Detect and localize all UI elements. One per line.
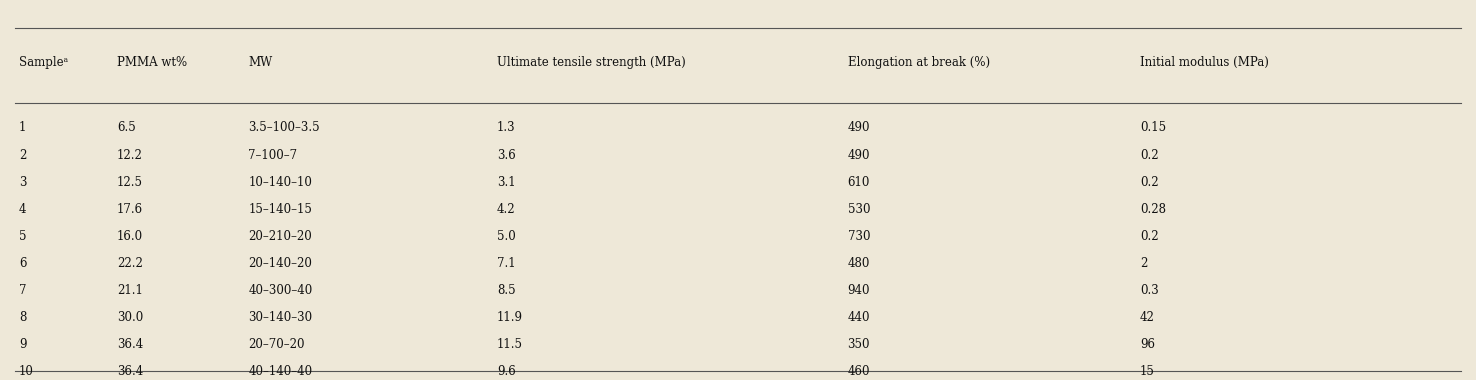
Text: 8: 8: [19, 311, 27, 324]
Text: 3.1: 3.1: [497, 176, 515, 188]
Text: 1.3: 1.3: [497, 122, 515, 135]
Text: 7.1: 7.1: [497, 257, 515, 270]
Text: 460: 460: [847, 365, 869, 378]
Text: 96: 96: [1139, 338, 1154, 351]
Text: 6.5: 6.5: [117, 122, 136, 135]
Text: 10–140–10: 10–140–10: [248, 176, 313, 188]
Text: 0.2: 0.2: [1139, 230, 1159, 243]
Text: 30.0: 30.0: [117, 311, 143, 324]
Text: 0.28: 0.28: [1139, 203, 1166, 216]
Text: 16.0: 16.0: [117, 230, 143, 243]
Text: Initial modulus (MPa): Initial modulus (MPa): [1139, 55, 1269, 69]
Text: 0.15: 0.15: [1139, 122, 1166, 135]
Text: MW: MW: [248, 55, 273, 69]
Text: 9.6: 9.6: [497, 365, 515, 378]
Text: 2: 2: [1139, 257, 1147, 270]
Text: 350: 350: [847, 338, 869, 351]
Text: 20–140–20: 20–140–20: [248, 257, 313, 270]
Text: PMMA wt%: PMMA wt%: [117, 55, 187, 69]
Text: 440: 440: [847, 311, 869, 324]
Text: 40–140–40: 40–140–40: [248, 365, 313, 378]
Text: 8.5: 8.5: [497, 284, 515, 297]
Text: 20–210–20: 20–210–20: [248, 230, 313, 243]
Text: 490: 490: [847, 122, 869, 135]
Text: 9: 9: [19, 338, 27, 351]
Text: 11.9: 11.9: [497, 311, 523, 324]
Text: 42: 42: [1139, 311, 1154, 324]
Text: 36.4: 36.4: [117, 365, 143, 378]
Text: 0.3: 0.3: [1139, 284, 1159, 297]
Text: Ultimate tensile strength (MPa): Ultimate tensile strength (MPa): [497, 55, 686, 69]
Text: 21.1: 21.1: [117, 284, 143, 297]
Text: 530: 530: [847, 203, 869, 216]
Text: Sampleᵃ: Sampleᵃ: [19, 55, 68, 69]
Text: 20–70–20: 20–70–20: [248, 338, 306, 351]
Text: 36.4: 36.4: [117, 338, 143, 351]
Text: 5.0: 5.0: [497, 230, 515, 243]
Text: 30–140–30: 30–140–30: [248, 311, 313, 324]
Text: 15–140–15: 15–140–15: [248, 203, 313, 216]
Text: 3: 3: [19, 176, 27, 188]
Text: 12.5: 12.5: [117, 176, 143, 188]
Text: 12.2: 12.2: [117, 149, 143, 162]
Text: 610: 610: [847, 176, 869, 188]
Text: 4: 4: [19, 203, 27, 216]
Text: 40–300–40: 40–300–40: [248, 284, 313, 297]
Text: 3.5–100–3.5: 3.5–100–3.5: [248, 122, 320, 135]
Text: 5: 5: [19, 230, 27, 243]
Text: 7: 7: [19, 284, 27, 297]
Text: 22.2: 22.2: [117, 257, 143, 270]
Text: 940: 940: [847, 284, 869, 297]
Text: 0.2: 0.2: [1139, 176, 1159, 188]
Text: 3.6: 3.6: [497, 149, 515, 162]
Text: 490: 490: [847, 149, 869, 162]
Text: 7–100–7: 7–100–7: [248, 149, 298, 162]
Text: 11.5: 11.5: [497, 338, 523, 351]
Text: 15: 15: [1139, 365, 1154, 378]
Text: 2: 2: [19, 149, 27, 162]
Text: 4.2: 4.2: [497, 203, 515, 216]
Text: 17.6: 17.6: [117, 203, 143, 216]
Text: 730: 730: [847, 230, 869, 243]
Text: 1: 1: [19, 122, 27, 135]
Text: Elongation at break (%): Elongation at break (%): [847, 55, 990, 69]
Text: 0.2: 0.2: [1139, 149, 1159, 162]
Text: 6: 6: [19, 257, 27, 270]
Text: 10: 10: [19, 365, 34, 378]
Text: 480: 480: [847, 257, 869, 270]
